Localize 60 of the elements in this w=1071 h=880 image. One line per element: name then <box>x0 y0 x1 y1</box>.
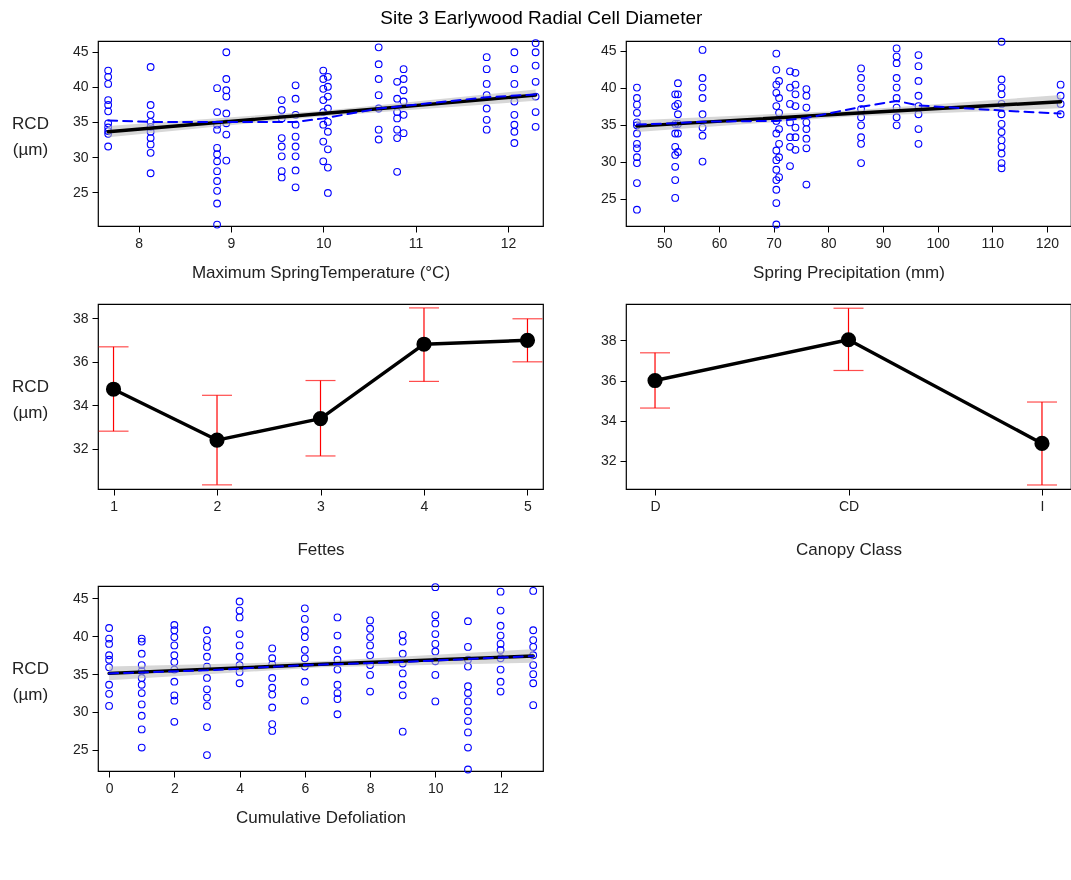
x-tick-label: 8 <box>366 779 375 796</box>
y-tick-label: 38 <box>600 331 617 348</box>
y-tick-label: 35 <box>72 665 89 682</box>
x-tick-label: 80 <box>820 234 837 251</box>
x-tick-label: 4 <box>420 497 429 514</box>
y-tick-label: 32 <box>600 452 617 469</box>
y-tick-label: 32 <box>72 440 89 457</box>
y-tick-label: 35 <box>600 116 617 133</box>
y-tick-label: 25 <box>72 741 89 758</box>
y-tick-label: 36 <box>72 353 89 370</box>
y-tick-label: 45 <box>72 43 89 60</box>
y-tick-label: 40 <box>72 627 89 644</box>
x-axis-title: Canopy Class <box>796 539 902 559</box>
x-tick-label: 11 <box>408 234 424 251</box>
y-tick-label: 45 <box>72 589 89 606</box>
x-tick-label: 12 <box>493 779 510 796</box>
x-tick-label: 60 <box>711 234 728 251</box>
y-tick-label: 40 <box>600 79 617 96</box>
x-tick-label: 110 <box>981 234 1005 251</box>
x-tick-label: I <box>1040 497 1045 514</box>
x-tick-label: 120 <box>1035 234 1060 251</box>
x-tick-label: 90 <box>875 234 892 251</box>
y-tick-label: 30 <box>72 148 89 165</box>
y-tick-label: 30 <box>72 703 89 720</box>
x-tick-label: CD <box>838 497 860 514</box>
x-axis-title: Maximum SpringTemperature (°C) <box>191 262 451 282</box>
x-tick-label: 0 <box>105 779 114 796</box>
x-tick-label: 4 <box>236 779 245 796</box>
x-tick-label: 10 <box>428 779 444 796</box>
y-tick-label: 30 <box>600 153 617 170</box>
y-tick-label: 25 <box>72 183 89 200</box>
x-tick-label: 100 <box>926 234 950 251</box>
x-tick-label: 2 <box>170 779 179 796</box>
x-tick-label: 3 <box>317 497 326 514</box>
x-tick-label: D <box>650 497 661 514</box>
x-axis-title: Spring Precipitation (mm) <box>753 262 945 282</box>
y-tick-label: 40 <box>72 78 89 95</box>
y-axis-title: RCD (µm) <box>12 114 49 159</box>
x-tick-label: 70 <box>766 234 783 251</box>
chart-title: Site 3 Earlywood Radial Cell Diameter <box>380 6 703 28</box>
y-tick-label: 38 <box>72 309 89 326</box>
x-tick-label: 10 <box>315 234 332 251</box>
x-tick-label: 8 <box>135 234 144 251</box>
y-tick-label: 25 <box>600 190 617 207</box>
y-tick-label: 34 <box>600 412 617 429</box>
y-tick-label: 45 <box>600 42 617 59</box>
x-tick-label: 2 <box>213 497 222 514</box>
x-axis-title: Fettes <box>297 539 345 559</box>
y-tick-label: 36 <box>600 372 617 389</box>
x-tick-label: 5 <box>524 497 533 514</box>
x-axis-title: Cumulative Defoliation <box>235 807 407 827</box>
x-tick-label: 1 <box>110 497 119 514</box>
x-tick-label: 9 <box>227 234 236 251</box>
y-axis-title: RCD (µm) <box>12 659 49 704</box>
y-tick-label: 34 <box>72 396 89 413</box>
x-tick-label: 12 <box>500 234 517 251</box>
x-tick-label: 50 <box>656 234 673 251</box>
y-tick-label: 35 <box>72 113 89 130</box>
x-tick-label: 6 <box>301 779 310 796</box>
y-axis-title: RCD (µm) <box>12 377 49 422</box>
